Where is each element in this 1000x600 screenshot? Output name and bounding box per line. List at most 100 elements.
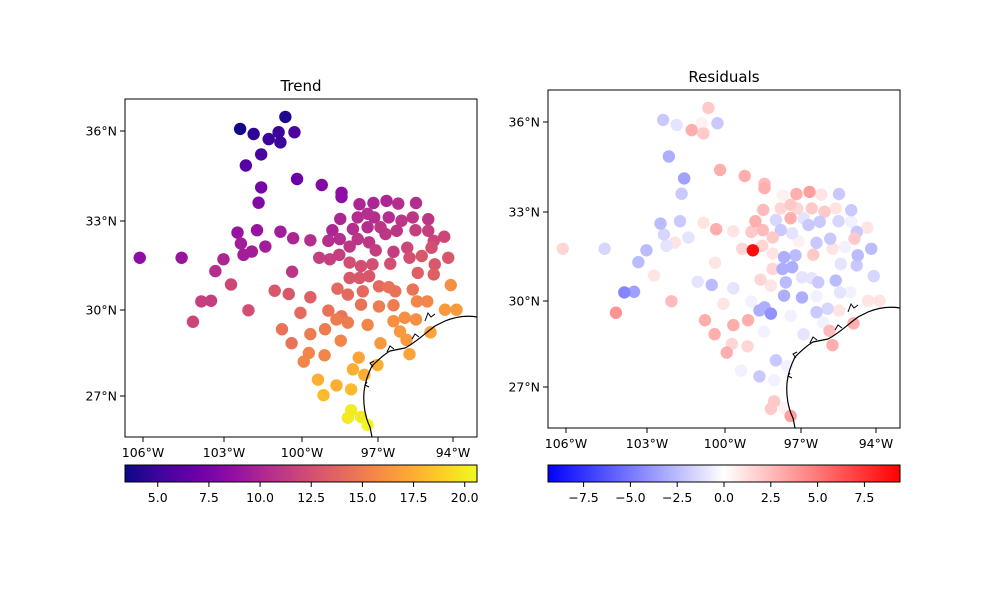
station-point	[734, 364, 748, 377]
station-point	[745, 225, 758, 239]
station-point	[851, 249, 864, 262]
station-point	[670, 118, 683, 132]
station-point	[785, 227, 799, 240]
station-point	[844, 286, 857, 299]
station-point	[777, 250, 791, 264]
station-point	[757, 203, 770, 217]
station-point	[442, 251, 455, 264]
station-point	[450, 303, 463, 316]
colorbar-tick-label: 0.0	[714, 490, 734, 505]
colorbar-tick-label: 12.5	[297, 490, 325, 505]
station-point	[409, 223, 422, 237]
station-point	[237, 248, 250, 262]
station-point	[867, 269, 880, 283]
station-point	[334, 334, 347, 347]
station-point	[411, 266, 424, 280]
station-point	[697, 127, 710, 140]
trend-colorbar	[124, 464, 478, 483]
station-point	[290, 172, 304, 186]
station-point	[660, 239, 673, 253]
station-point	[239, 159, 253, 172]
station-point	[331, 282, 344, 295]
station-point	[400, 333, 413, 347]
coastline-bays	[787, 302, 859, 379]
station-point	[341, 316, 355, 329]
station-point	[247, 127, 260, 141]
colorbar-tick-label: 2.5	[761, 490, 781, 505]
station-point	[618, 286, 631, 299]
station-point	[727, 282, 740, 295]
station-point	[794, 349, 807, 363]
station-point	[374, 337, 387, 350]
station-point	[774, 202, 787, 215]
station-point	[807, 248, 820, 261]
station-point	[335, 190, 348, 204]
station-point	[738, 169, 751, 183]
station-point	[262, 132, 275, 146]
station-point	[254, 181, 268, 194]
coastline	[786, 306, 900, 428]
station-point	[272, 126, 285, 139]
x-tick-label: 100°W	[704, 436, 746, 451]
station-point	[647, 269, 661, 282]
station-point	[829, 202, 842, 215]
station-point	[685, 123, 698, 137]
station-point	[698, 314, 712, 327]
station-point	[424, 326, 437, 339]
station-point	[810, 290, 823, 303]
station-point	[315, 178, 328, 192]
station-point	[387, 299, 400, 312]
station-point	[234, 237, 248, 250]
station-point	[334, 212, 347, 226]
x-tick-label: 103°W	[203, 445, 245, 460]
station-point	[318, 323, 332, 336]
station-point	[662, 150, 676, 163]
station-point	[756, 223, 769, 237]
station-point	[764, 307, 778, 320]
station-point	[275, 323, 289, 336]
station-point	[838, 240, 851, 254]
station-point	[767, 374, 781, 387]
station-point	[776, 189, 789, 202]
station-point	[833, 286, 847, 299]
station-point	[317, 388, 330, 402]
station-point	[372, 300, 386, 313]
station-point	[810, 305, 823, 319]
station-point	[741, 314, 755, 327]
station-point	[384, 257, 397, 270]
residual-colorbar	[547, 464, 901, 483]
station-point	[322, 234, 335, 248]
station-point	[695, 117, 708, 130]
station-point	[627, 285, 641, 299]
station-point	[341, 288, 355, 301]
colorbar-tick-label: 15.0	[348, 490, 376, 505]
station-point	[285, 265, 299, 278]
station-point	[711, 117, 724, 130]
station-point	[361, 221, 374, 234]
station-point	[865, 242, 878, 255]
x-tick-label: 106°W	[122, 445, 164, 460]
station-point	[354, 259, 368, 273]
station-point	[351, 211, 364, 224]
station-point	[398, 311, 411, 324]
y-tick-label: 30°N	[508, 294, 540, 309]
station-point	[379, 227, 392, 241]
station-point	[797, 328, 810, 341]
station-point	[803, 185, 816, 199]
station-point	[403, 347, 416, 361]
station-point	[823, 324, 836, 338]
station-point	[390, 224, 403, 237]
station-point	[861, 294, 875, 307]
station-point	[832, 187, 846, 201]
station-point	[769, 354, 783, 367]
colorbar-tick-label: 7.5	[199, 490, 219, 505]
station-point	[812, 276, 825, 289]
station-point	[294, 306, 307, 320]
y-tick-label: 27°N	[85, 389, 117, 404]
station-point	[409, 313, 423, 326]
station-point	[753, 304, 766, 317]
station-point	[775, 342, 788, 355]
x-tick-label: 94°W	[859, 436, 894, 451]
station-point	[361, 318, 374, 332]
station-point	[288, 126, 301, 139]
